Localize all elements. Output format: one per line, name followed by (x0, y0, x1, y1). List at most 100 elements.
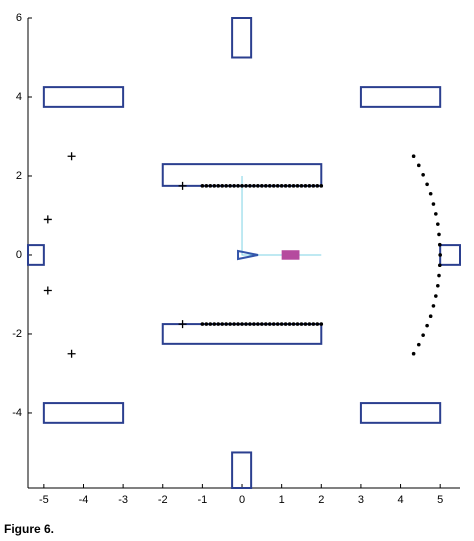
landmark (178, 181, 187, 190)
scan-point (416, 163, 421, 168)
scan-point (248, 322, 252, 326)
scan-point (434, 294, 438, 298)
scan-point (256, 322, 260, 326)
scan-point (228, 322, 232, 326)
scan-point (204, 322, 209, 326)
scan-point (200, 184, 205, 188)
x-tick-label: 1 (279, 494, 285, 506)
x-tick-label: 2 (318, 494, 324, 506)
scan-point (232, 322, 236, 326)
landmark (67, 349, 76, 358)
x-tick-label: 4 (397, 494, 403, 506)
scan-point (200, 322, 205, 326)
scan-point (212, 322, 217, 326)
y-tick-label: 4 (16, 91, 22, 103)
scan-point (216, 184, 221, 188)
scan-point (436, 283, 440, 288)
scan-point (260, 322, 264, 326)
scan-point (437, 273, 441, 278)
scan-point (428, 314, 433, 318)
robot (237, 249, 259, 261)
obstacle (439, 244, 461, 266)
scan-point (256, 184, 260, 188)
scan-point (287, 184, 292, 188)
scan-point (240, 184, 244, 188)
scan-point (275, 184, 280, 188)
scan-point (216, 322, 221, 326)
target (281, 250, 300, 260)
scan-point (438, 253, 442, 257)
scan-point (263, 184, 268, 188)
scan-point (236, 184, 240, 188)
scan-point (263, 322, 268, 326)
landmark (178, 320, 187, 329)
obstacle (359, 402, 442, 424)
scan-point (252, 184, 256, 188)
x-tick-label: -2 (158, 494, 168, 506)
scan-point (204, 184, 209, 188)
scan-point (311, 184, 316, 188)
scan-point (208, 184, 213, 188)
obstacle (42, 86, 125, 108)
scan-point (425, 182, 429, 187)
scan-point (437, 232, 441, 237)
scan-point (208, 322, 213, 326)
obstacle (359, 86, 442, 108)
scan-point (437, 242, 442, 247)
scan-point (421, 333, 425, 337)
x-tick-label: 3 (358, 494, 364, 506)
x-tick-label: -3 (118, 494, 128, 506)
scan-point (303, 184, 308, 188)
scan-point (224, 322, 228, 326)
scan-point (425, 323, 429, 328)
scan-point (279, 184, 284, 188)
scan-point (311, 322, 316, 326)
scan-point (224, 184, 228, 188)
scan-point (303, 322, 308, 326)
obstacle (161, 323, 323, 345)
scan-point (271, 322, 276, 326)
landmark (43, 286, 52, 295)
x-tick-label: -4 (79, 494, 89, 506)
y-tick-label: 6 (16, 12, 22, 24)
obstacle (27, 244, 45, 266)
scan-point (283, 184, 288, 188)
scan-point (267, 184, 272, 188)
scan-point (260, 184, 264, 188)
scan-point (299, 184, 304, 188)
scan-point (212, 184, 217, 188)
scan-point (299, 322, 304, 326)
scan-point (411, 351, 416, 356)
scan-point (431, 202, 436, 206)
obstacle (231, 17, 253, 59)
y-tick-label: 2 (16, 170, 22, 182)
x-tick-label: -1 (197, 494, 207, 506)
scan-point (436, 222, 440, 226)
scan-point (291, 184, 296, 188)
scan-point (295, 322, 300, 326)
scan-point (240, 322, 244, 326)
scan-point (244, 184, 248, 188)
scan-point (291, 322, 296, 326)
obstacle (231, 451, 253, 490)
scan-point (416, 342, 421, 347)
scan-point (279, 322, 284, 326)
scan-point (283, 322, 288, 326)
scan-point (228, 184, 232, 188)
landmark (43, 215, 52, 224)
scan-point (275, 322, 280, 326)
scan-point (295, 184, 300, 188)
scan-point (236, 322, 240, 326)
scan-point (271, 184, 276, 188)
scan-point (319, 322, 324, 326)
scan-point (307, 322, 312, 326)
scan-point (244, 322, 248, 326)
scan-point (428, 191, 433, 196)
scan-point (431, 304, 436, 308)
scan-point (220, 322, 225, 326)
scan-point (319, 184, 324, 188)
obstacle (42, 402, 125, 424)
scan-point (232, 184, 236, 188)
x-tick-label: 0 (239, 494, 245, 506)
